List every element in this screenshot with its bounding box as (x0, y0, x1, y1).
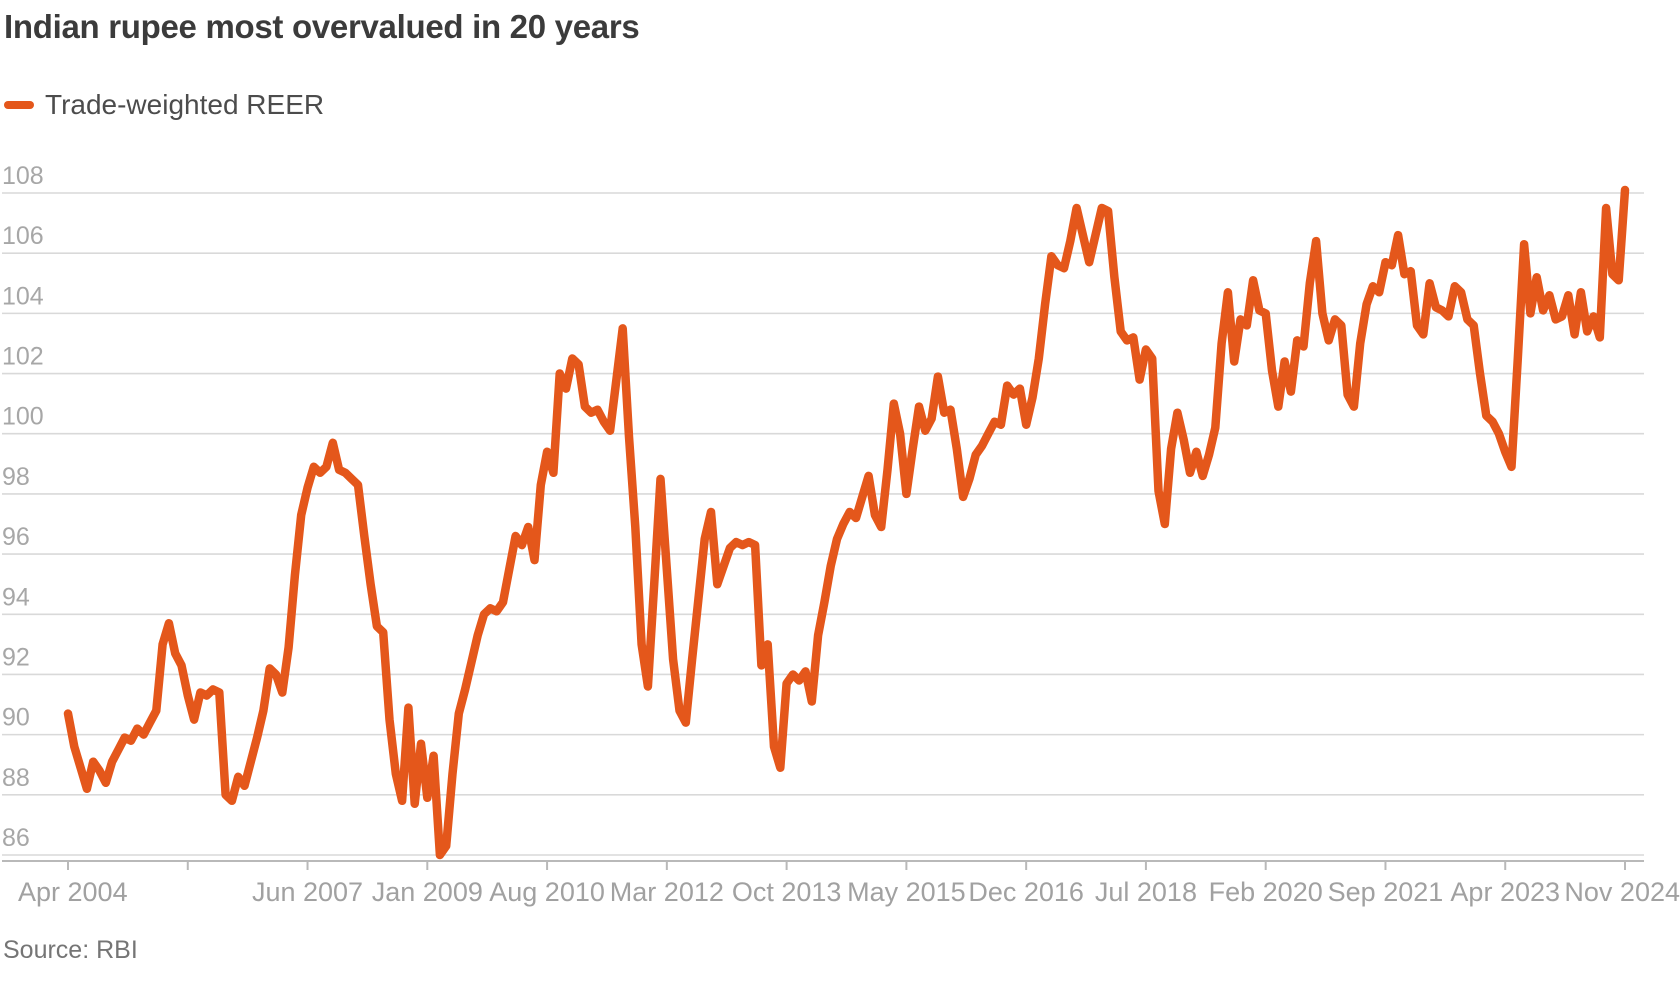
y-axis-tick-label: 90 (2, 704, 30, 732)
chart-title: Indian rupee most overvalued in 20 years (4, 8, 640, 45)
y-axis-tick-label: 102 (2, 343, 44, 371)
y-axis-tick-label: 96 (2, 523, 30, 551)
x-axis-tick-label: Aug 2010 (489, 877, 605, 907)
y-axis-tick-label: 100 (2, 403, 44, 431)
legend: Trade-weighted REER (4, 89, 324, 121)
reer-line-series (63, 185, 1630, 860)
legend-label: Trade-weighted REER (45, 89, 325, 120)
y-axis-tick-label: 106 (2, 222, 44, 250)
source-note: Source: RBI (3, 936, 138, 964)
x-axis-tick-label: Oct 2013 (732, 877, 842, 907)
y-axis-tick-label: 104 (2, 282, 44, 310)
x-axis-tick-label: Jun 2007 (252, 877, 363, 907)
y-axis-tick-label: 86 (2, 824, 30, 852)
x-axis-tick-label: Apr 2004 (18, 877, 128, 907)
x-axis-tick-label: Apr 2023 (1450, 877, 1560, 907)
x-axis-tick-label: Mar 2012 (610, 877, 724, 907)
y-axis-tick-label: 98 (2, 463, 30, 491)
x-axis-tick-label: May 2015 (847, 877, 966, 907)
x-axis-tick-label: Sep 2021 (1328, 877, 1444, 907)
y-axis-tick-label: 108 (2, 162, 44, 190)
legend-line-swatch-icon (4, 101, 34, 109)
x-axis-tick-label: Dec 2016 (968, 877, 1084, 907)
x-axis-tick-label: Jul 2018 (1095, 877, 1197, 907)
y-axis-tick-label: 94 (2, 583, 30, 611)
y-axis-tick-label: 92 (2, 643, 30, 671)
x-axis-tick-label: Feb 2020 (1209, 877, 1323, 907)
y-axis-tick-label: 88 (2, 764, 30, 792)
x-axis-tick-label: Jan 2009 (372, 877, 483, 907)
x-axis-tick-label: Nov 2024 (1564, 877, 1680, 907)
